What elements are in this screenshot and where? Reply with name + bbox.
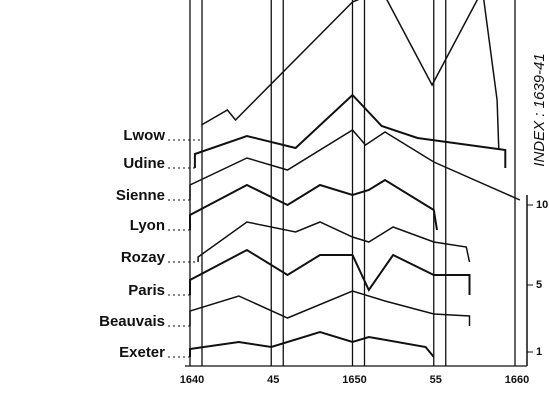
city-label: Rozay: [121, 249, 166, 266]
x-tick-label: 1640: [180, 374, 204, 386]
city-label: Lyon: [130, 217, 165, 234]
series-line: [197, 221, 471, 263]
x-tick-label: 45: [267, 374, 279, 386]
x-tick-label: 55: [430, 374, 442, 386]
series-line: [201, 0, 500, 151]
city-label: Beauvais: [99, 313, 165, 330]
right-label: 10: [536, 199, 548, 211]
city-label: Paris: [128, 282, 165, 299]
series-line: [189, 330, 435, 358]
right-label: 5: [536, 279, 542, 291]
city-label: Lwow: [123, 127, 165, 144]
x-tick-label: 1660: [505, 374, 529, 386]
city-label: Exeter: [119, 344, 165, 361]
right-label: 1: [536, 346, 542, 358]
city-label: Sienne: [116, 187, 165, 204]
series-line: [193, 93, 507, 168]
series-line: [189, 129, 521, 201]
city-label: Udine: [123, 155, 165, 172]
x-tick-label: 1650: [342, 374, 366, 386]
series-line: [189, 290, 471, 326]
series-line: [189, 248, 471, 295]
series-line: [189, 178, 438, 231]
axis-title: INDEX : 1639-41: [531, 53, 548, 166]
